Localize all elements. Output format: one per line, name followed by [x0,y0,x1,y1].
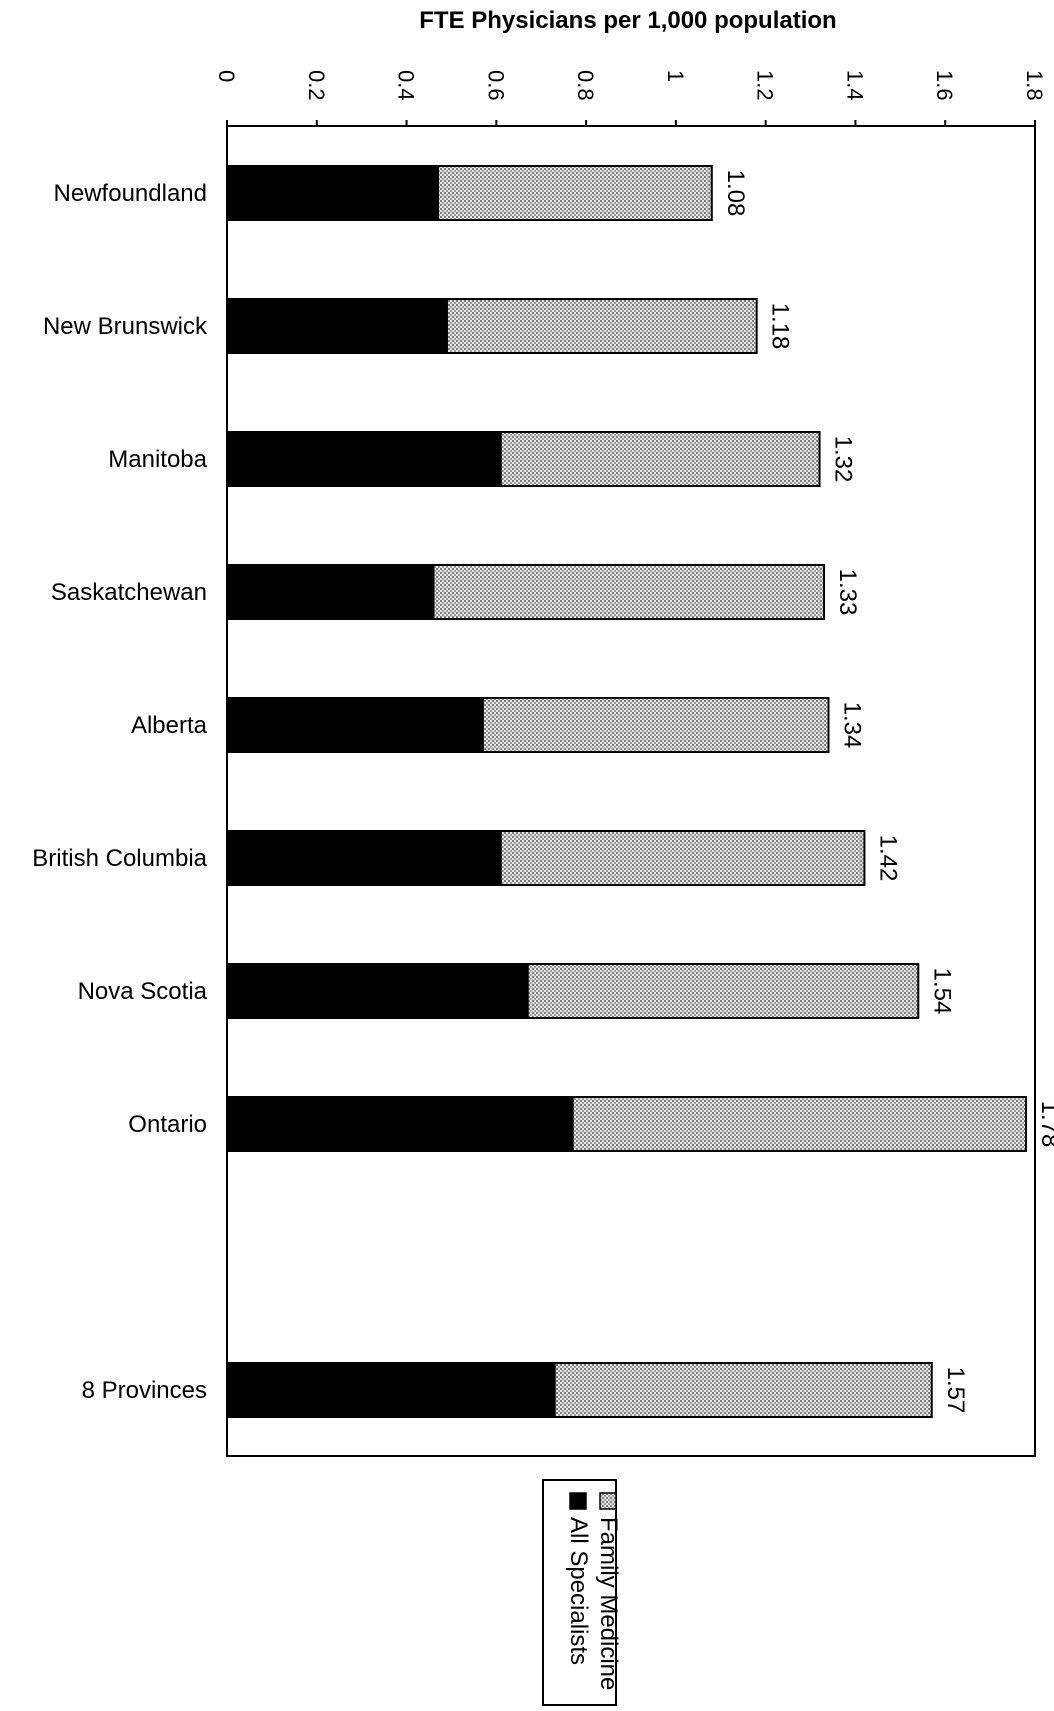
bar-family-medicine [553,1362,933,1418]
bar-all-specialists [226,431,502,487]
x-tick-label: 1.8 [1022,70,1047,101]
bar-family-medicine [481,697,830,753]
x-tick-label: 1.6 [932,70,957,101]
bar-family-medicine [436,165,713,221]
x-tick-label: 0.2 [304,70,329,101]
category-label: 8 Provinces [82,1377,207,1404]
legend-box [542,1479,617,1706]
bar-all-specialists [226,697,484,753]
plot-frame [226,125,1036,1457]
bar-all-specialists [226,298,448,354]
category-label: Nova Scotia [78,978,208,1005]
category-label: New Brunswick [43,313,208,340]
category-label: Alberta [131,712,208,739]
total-label: 1.54 [928,968,955,1015]
total-label: 1.42 [874,835,901,882]
bar-family-medicine [526,963,920,1019]
legend-swatch-all-specialists [569,1492,587,1510]
bar-all-specialists [226,1096,574,1152]
total-labels: 1.08 1.18 1.32 1.33 1.34 1.42 1.54 1.78 1.57 [722,170,1054,1414]
legend-label-family-medicine: Family Medicine [595,1517,622,1690]
bar-family-medicine [499,830,866,886]
legend-swatch-family-medicine [599,1492,617,1510]
category-label: Ontario [128,1111,207,1138]
x-tick-label: 0.8 [573,70,598,101]
bar-all-specialists [226,165,439,221]
x-tick-label: 0 [214,70,239,82]
total-label: 1.34 [839,702,866,749]
plot-area [226,125,1036,1457]
bar-all-specialists [226,830,502,886]
category-labels: Newfoundland New Brunswick Manitoba Saskatc… [32,180,208,1404]
total-label: 1.78 [1036,1101,1054,1148]
x-tick-label: 0.6 [483,70,508,101]
total-label: 1.33 [834,569,861,616]
bars [226,165,1028,1418]
x-tick-label: 1 [663,70,688,82]
bar-family-medicine [571,1096,1028,1152]
x-axis-ticks: 0 0.2 0.4 0.6 0.8 1 1.2 1.4 1.6 1.8 [214,70,1047,126]
total-label: 1.08 [722,170,749,217]
category-label: Manitoba [108,446,207,473]
category-label: British Columbia [32,845,207,872]
total-label: 1.32 [830,436,857,483]
bar-all-specialists [226,963,529,1019]
category-label: Newfoundland [54,180,207,207]
x-tick-label: 1.2 [753,70,778,101]
category-label: Saskatchewan [51,579,207,606]
bar-family-medicine [499,431,821,487]
bar-family-medicine [432,564,826,620]
bar-all-specialists [226,564,435,620]
total-label: 1.18 [767,303,794,350]
x-tick-label: 1.4 [842,70,867,101]
total-label: 1.57 [942,1367,969,1414]
x-tick-label: 0.4 [394,70,419,101]
axis-title: FTE Physicians per 1,000 population [419,7,836,34]
bar-family-medicine [445,298,758,354]
bar-all-specialists [226,1362,556,1418]
legend-label-all-specialists: All Specialists [565,1517,592,1665]
legend: Family Medicine All Specialists [542,1479,622,1706]
